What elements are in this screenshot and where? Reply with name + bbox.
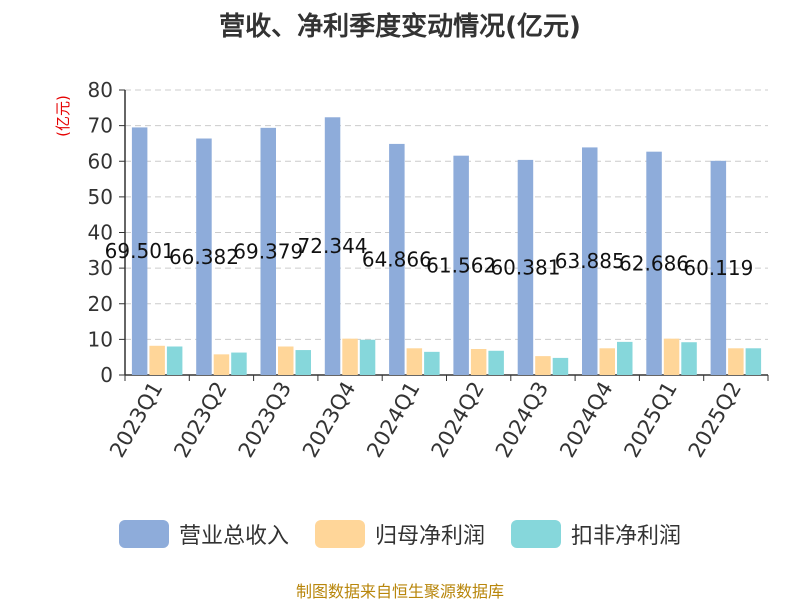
bar-deducted-net-profit bbox=[552, 357, 569, 375]
bar-parent-net-profit bbox=[728, 348, 744, 375]
bar-revenue bbox=[389, 143, 405, 375]
data-label-revenue: 69.379 bbox=[233, 239, 303, 263]
legend-label-deducted-net-profit: 扣非净利润 bbox=[571, 524, 682, 549]
y-tick-label: 70 bbox=[88, 114, 113, 138]
y-tick-label: 80 bbox=[88, 78, 113, 102]
y-tick-label: 60 bbox=[88, 149, 113, 173]
x-tick-label: 2024Q1 bbox=[362, 378, 424, 462]
bar-revenue bbox=[517, 159, 534, 375]
bar-deducted-net-profit bbox=[617, 341, 633, 375]
bar-deducted-net-profit bbox=[424, 351, 440, 375]
chart-title: 营收、净利季度变动情况(亿元) bbox=[219, 12, 581, 42]
y-tick-label: 10 bbox=[88, 327, 113, 351]
data-label-revenue: 60.119 bbox=[683, 256, 753, 280]
bar-parent-net-profit bbox=[663, 338, 680, 375]
legend-swatch-revenue bbox=[118, 520, 169, 548]
y-tick-label: 0 bbox=[100, 363, 113, 387]
x-tick-label: 2025Q2 bbox=[684, 378, 746, 462]
bar-parent-net-profit bbox=[149, 345, 165, 375]
source-note: 制图数据来自恒生聚源数据库 bbox=[295, 582, 504, 601]
legend-item-parent-net-profit[interactable]: 归母净利润 bbox=[314, 518, 485, 550]
bar-revenue bbox=[646, 151, 662, 375]
x-tick-label: 2023Q4 bbox=[298, 378, 360, 462]
legend-item-deducted-net-profit[interactable]: 扣非净利润 bbox=[511, 518, 681, 550]
legend-item-revenue[interactable]: 营业总收入 bbox=[118, 518, 289, 550]
bar-revenue bbox=[324, 117, 341, 375]
data-label-revenue: 72.344 bbox=[298, 234, 368, 258]
bar-deducted-net-profit bbox=[488, 350, 504, 375]
x-tick-label: 2023Q3 bbox=[234, 378, 296, 462]
legend: 营业总收入 归母净利润 扣非净利润 bbox=[0, 518, 800, 550]
bar-revenue bbox=[453, 155, 469, 375]
bar-parent-net-profit bbox=[278, 346, 294, 375]
bar-revenue bbox=[710, 160, 727, 375]
bar-revenue bbox=[582, 147, 598, 375]
y-tick-label: 40 bbox=[88, 221, 113, 245]
bar-revenue bbox=[196, 138, 212, 375]
data-label-revenue: 66.382 bbox=[169, 245, 239, 269]
y-tick-label: 20 bbox=[88, 292, 113, 316]
y-tick-label: 30 bbox=[88, 256, 113, 280]
bar-parent-net-profit bbox=[535, 356, 551, 375]
x-tick-label: 2024Q4 bbox=[555, 378, 617, 462]
data-label-revenue: 63.885 bbox=[555, 249, 625, 273]
bar-parent-net-profit bbox=[599, 348, 615, 375]
data-label-revenue: 62.686 bbox=[619, 251, 689, 275]
x-tick-label: 2024Q2 bbox=[427, 378, 489, 462]
bar-parent-net-profit bbox=[342, 338, 358, 375]
data-label-revenue: 60.381 bbox=[490, 255, 560, 279]
bar-deducted-net-profit bbox=[166, 346, 183, 375]
bar-revenue bbox=[260, 127, 276, 375]
legend-label-revenue: 营业总收入 bbox=[178, 524, 289, 549]
data-label-revenue: 69.501 bbox=[105, 239, 175, 263]
y-axis-label: (亿元) bbox=[54, 95, 72, 137]
legend-label-parent-net-profit: 归母净利润 bbox=[374, 524, 485, 549]
x-tick-label: 2023Q1 bbox=[105, 378, 167, 462]
legend-swatch-deducted-net-profit bbox=[511, 520, 561, 548]
data-label-revenue: 64.866 bbox=[362, 247, 432, 271]
bar-deducted-net-profit bbox=[681, 342, 697, 375]
x-tick-label: 2023Q2 bbox=[169, 378, 231, 462]
bar-deducted-net-profit bbox=[745, 348, 762, 375]
bar-deducted-net-profit bbox=[295, 350, 311, 375]
bar-deducted-net-profit bbox=[359, 339, 376, 375]
bar-parent-net-profit bbox=[406, 348, 423, 375]
y-tick-label: 50 bbox=[88, 185, 113, 209]
bar-parent-net-profit bbox=[470, 348, 487, 375]
bar-revenue bbox=[131, 127, 148, 376]
legend-swatch-parent-net-profit bbox=[314, 520, 365, 548]
data-label-revenue: 61.562 bbox=[426, 253, 496, 277]
x-tick-label: 2025Q1 bbox=[619, 378, 681, 462]
bar-deducted-net-profit bbox=[231, 352, 247, 375]
bar-parent-net-profit bbox=[213, 354, 230, 375]
x-tick-label: 2024Q3 bbox=[491, 378, 553, 462]
